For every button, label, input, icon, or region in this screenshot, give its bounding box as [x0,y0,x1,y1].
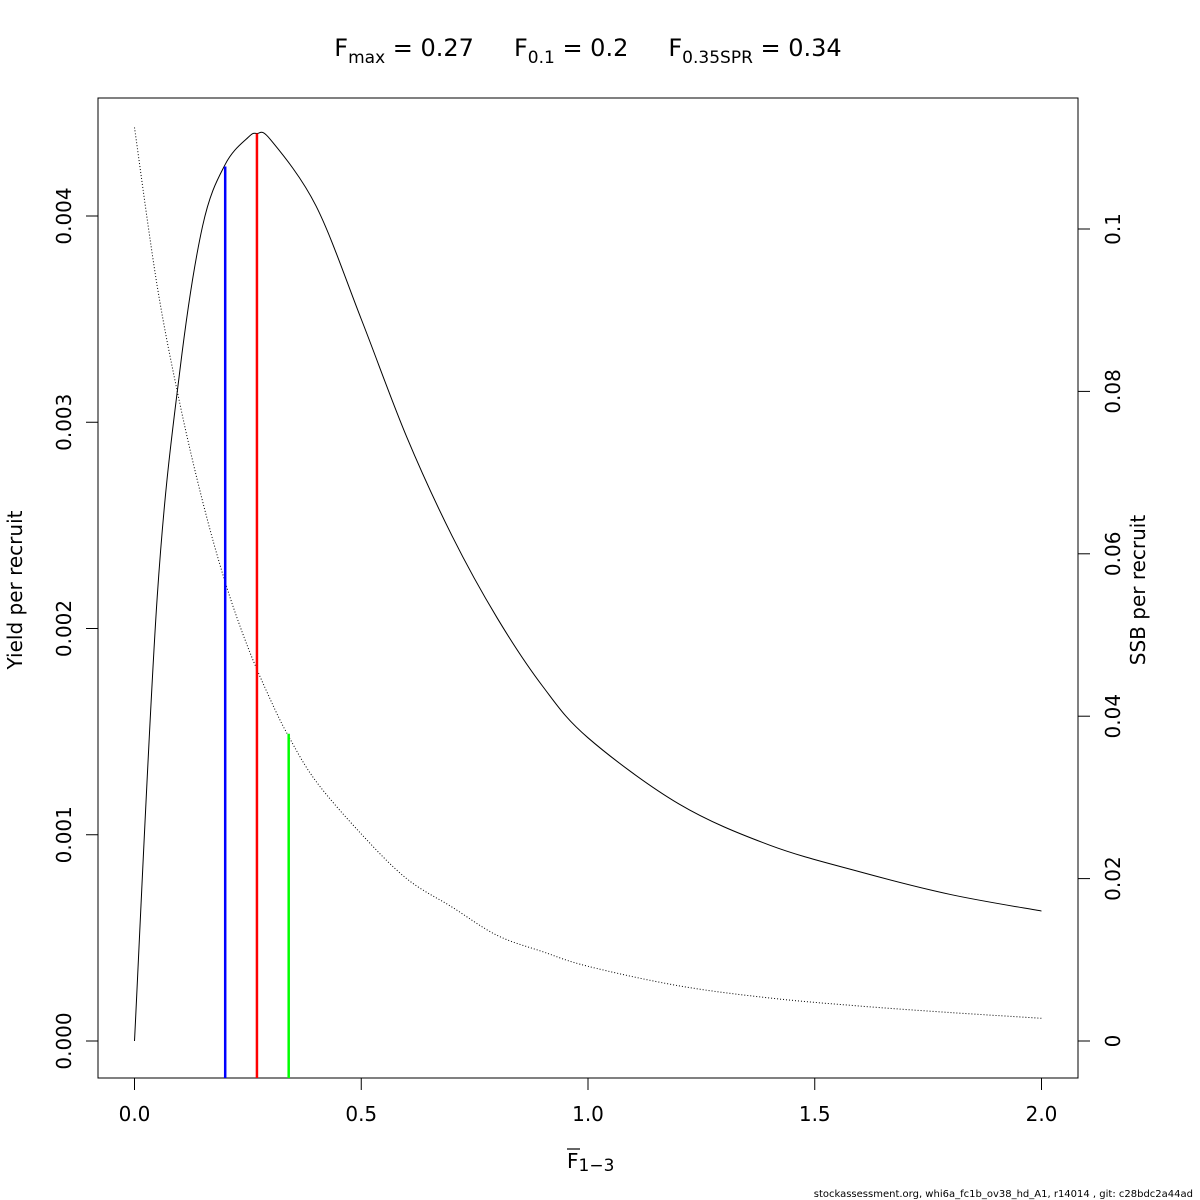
y-left-tick-label: 0.003 [52,394,76,451]
plot-frame [97,97,1079,1079]
footer-note: stockassessment.org, whi6a_fc1b_ov38_hd_… [814,1189,1193,1200]
y-left-tick-label: 0.004 [52,187,76,244]
y-right-tick-label: 0 [1101,1035,1125,1048]
x-tick-label: 0.0 [119,1102,151,1126]
svg-text:F1−3: F1−3 [567,1149,614,1176]
yield-per-recruit-curve [134,131,1042,1042]
y-right-tick-label: 0.04 [1101,694,1125,739]
x-tick-label: 2.0 [1026,1102,1058,1126]
series-layer [134,127,1042,1042]
y-right-tick-label: 0.08 [1101,369,1125,414]
x-tick-label: 1.5 [799,1102,831,1126]
y-right-tick-label: 0.06 [1101,532,1125,577]
ssb-per-recruit-curve [134,127,1042,1019]
y-right-tick-label: 0.02 [1101,856,1125,901]
y-axis-left-label: Yield per recruit [3,510,27,670]
y-axis-right-label: SSB per recruit [1126,515,1150,666]
x-axis-label: F1−3 [567,1148,614,1176]
y-left-tick-label: 0.002 [52,600,76,657]
y-right-tick-label: 0.1 [1101,213,1125,245]
x-tick-label: 1.0 [572,1102,604,1126]
x-tick-label: 0.5 [345,1102,377,1126]
x-axis: 0.0 0.5 1.0 1.5 2.0 [119,1077,1058,1126]
reference-lines [223,133,290,1078]
y-left-tick-label: 0.001 [52,806,76,863]
chart-title: Fmax = 0.27 F0.1 = 0.2 F0.35SPR = 0.34 [334,34,841,68]
y-left-tick-label: 0.000 [52,1012,76,1069]
y-axis-right: 0 0.02 0.04 0.06 0.08 0.1 [1077,213,1125,1048]
y-axis-left: 0.000 0.001 0.002 0.003 0.004 [52,187,99,1070]
